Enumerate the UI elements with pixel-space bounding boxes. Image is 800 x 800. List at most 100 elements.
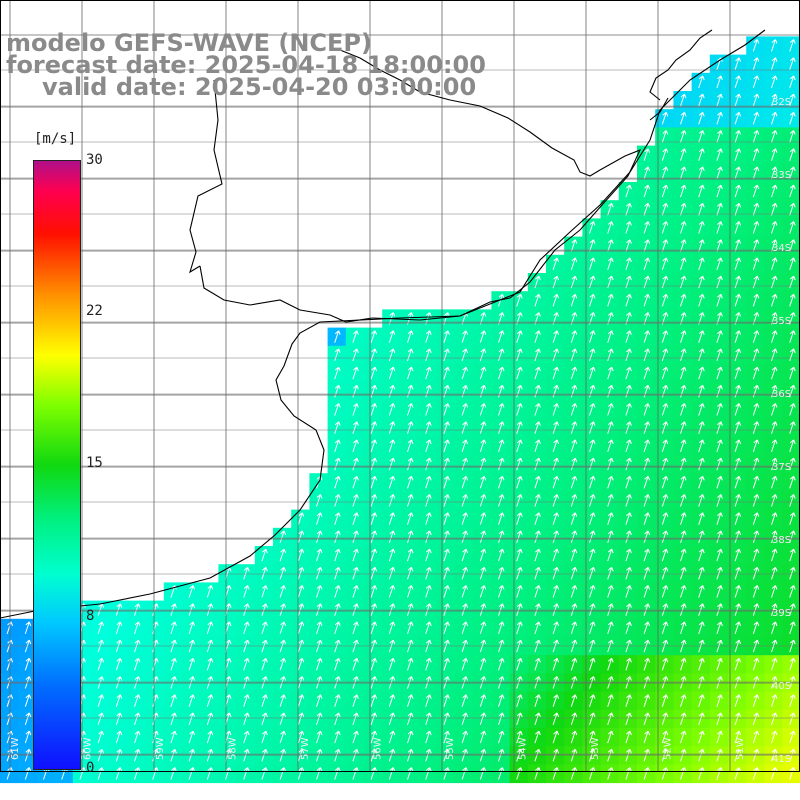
wind-arrow <box>297 676 305 689</box>
wind-arrow <box>734 166 742 180</box>
wind-arrow <box>789 184 796 198</box>
title-forecast-date: forecast date: 2025-04-18 18:00:00 <box>6 51 486 79</box>
wind-arrow <box>661 184 669 198</box>
lagoon-coast <box>649 29 713 121</box>
wind-arrow <box>407 421 414 434</box>
wind-arrow <box>134 730 141 744</box>
colorbar-tick-15: 15 <box>86 455 103 471</box>
wind-arrow <box>661 111 669 125</box>
wind-arrow <box>534 439 541 453</box>
wind-arrow <box>115 712 123 726</box>
wind-arrow <box>698 676 705 689</box>
wind-arrow <box>297 657 305 671</box>
wind-arrow <box>661 403 669 416</box>
wind-arrow <box>316 494 323 507</box>
wind-arrow <box>425 330 432 343</box>
wind-arrow <box>407 767 414 780</box>
wind-arrow <box>316 657 323 671</box>
wind-arrow <box>516 603 523 616</box>
wind-arrow <box>534 403 541 416</box>
wind-arrow <box>716 312 723 325</box>
wind-arrow <box>789 566 796 580</box>
wind-arrow <box>716 494 723 507</box>
wind-arrow <box>752 566 760 580</box>
wind-arrow <box>479 348 487 362</box>
wind-arrow <box>771 457 778 471</box>
wind-arrow <box>716 239 723 252</box>
wind-arrow <box>698 566 705 580</box>
wind-arrow <box>498 530 505 544</box>
wind-arrow <box>534 366 541 380</box>
wind-arrow <box>188 767 196 780</box>
wind-arrow <box>425 767 432 780</box>
wind-arrow <box>771 130 778 143</box>
wind-arrow <box>589 621 596 635</box>
wind-arrow <box>625 676 632 689</box>
wind-arrow <box>370 585 378 598</box>
wind-arrow <box>461 548 469 562</box>
wind-arrow <box>279 566 287 580</box>
wind-arrow <box>625 767 632 780</box>
wind-arrow <box>479 330 487 343</box>
wind-arrow <box>388 348 396 362</box>
wind-arrow <box>570 421 578 434</box>
wind-arrow <box>352 530 359 544</box>
wind-arrow <box>443 366 450 380</box>
wind-arrow <box>388 439 396 453</box>
wind-arrow <box>625 712 632 726</box>
wind-arrow <box>188 730 196 744</box>
wind-arrow <box>771 330 778 343</box>
wind-arrow <box>243 603 250 616</box>
wind-arrow <box>388 548 396 562</box>
wind-arrow <box>661 239 669 252</box>
wind-arrow <box>407 712 414 726</box>
wind-arrow <box>698 130 705 143</box>
wind-arrow <box>752 166 760 180</box>
wind-arrow <box>680 130 687 143</box>
wind-arrow <box>680 494 687 507</box>
wind-arrow <box>734 148 742 161</box>
wind-arrow <box>661 366 669 380</box>
wind-arrow <box>661 603 669 616</box>
wind-arrow <box>97 767 105 780</box>
wind-arrow <box>716 148 723 161</box>
wind-arrow <box>607 293 614 307</box>
wind-arrow <box>479 585 487 598</box>
wind-arrow <box>352 475 359 489</box>
wind-arrow <box>370 657 378 671</box>
wind-arrow <box>352 512 359 525</box>
wind-arrow <box>607 312 614 325</box>
wind-arrow <box>316 676 323 689</box>
wind-arrow <box>734 603 742 616</box>
wind-arrow <box>716 439 723 453</box>
wind-arrow <box>734 330 742 343</box>
wind-arrow <box>407 585 414 598</box>
wind-arrow <box>461 767 469 780</box>
wind-arrow <box>734 421 742 434</box>
wind-arrow <box>479 621 487 635</box>
wind-arrow <box>370 421 378 434</box>
wind-arrow <box>771 603 778 616</box>
wind-arrow <box>552 457 560 471</box>
wind-arrow <box>352 621 359 635</box>
wind-arrow <box>388 530 396 544</box>
wind-arrow <box>752 348 760 362</box>
wind-arrow <box>661 348 669 362</box>
wind-arrow <box>534 621 541 635</box>
wind-arrow <box>661 221 669 234</box>
wind-arrow <box>789 403 796 416</box>
wind-arrow <box>516 421 523 434</box>
wind-arrow <box>607 330 614 343</box>
wind-arrow <box>752 330 760 343</box>
wind-arrow <box>388 767 396 780</box>
wind-arrow <box>589 530 596 544</box>
wind-arrow <box>443 676 450 689</box>
wind-arrow <box>643 239 651 252</box>
wind-arrow <box>680 621 687 635</box>
wind-arrow <box>734 239 742 252</box>
wind-arrow <box>97 712 105 726</box>
wind-arrow <box>625 403 632 416</box>
wind-arrow <box>661 148 669 161</box>
wind-arrow <box>388 421 396 434</box>
wind-arrow <box>734 57 742 70</box>
